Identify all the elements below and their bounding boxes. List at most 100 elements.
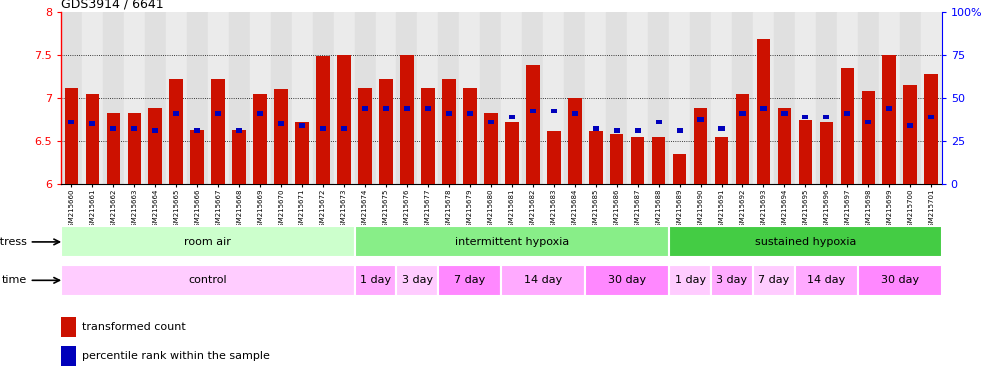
Bar (669, 12, 690, 184)
Bar (820, 122, 834, 184)
Bar (254, 94, 267, 184)
Bar (82, 12, 103, 184)
Bar (232, 130, 246, 184)
Bar (341, 126, 347, 131)
FancyBboxPatch shape (795, 265, 858, 296)
Bar (299, 123, 305, 128)
Bar (425, 106, 431, 111)
FancyBboxPatch shape (355, 227, 669, 257)
Bar (824, 114, 830, 119)
FancyBboxPatch shape (61, 227, 355, 257)
Bar (568, 98, 582, 184)
FancyBboxPatch shape (858, 265, 942, 296)
Bar (879, 12, 899, 184)
Bar (676, 128, 682, 133)
Bar (522, 12, 544, 184)
Bar (86, 94, 99, 184)
Text: percentile rank within the sample: percentile rank within the sample (82, 351, 269, 361)
Bar (128, 114, 142, 184)
Text: control: control (189, 275, 227, 285)
Bar (383, 106, 389, 111)
Bar (463, 88, 477, 184)
Bar (313, 12, 333, 184)
FancyBboxPatch shape (585, 265, 669, 296)
Bar (61, 317, 77, 337)
Bar (152, 128, 158, 133)
Bar (840, 68, 854, 184)
Bar (627, 12, 648, 184)
FancyBboxPatch shape (711, 265, 753, 296)
Bar (530, 109, 536, 113)
Bar (924, 74, 938, 184)
Bar (166, 12, 187, 184)
Bar (292, 12, 313, 184)
Bar (861, 91, 875, 184)
Bar (572, 111, 578, 116)
Text: 3 day: 3 day (717, 275, 747, 285)
Bar (907, 123, 913, 128)
Bar (564, 12, 585, 184)
Bar (694, 108, 708, 184)
Bar (333, 12, 355, 184)
Text: 30 day: 30 day (608, 275, 646, 285)
Bar (355, 12, 376, 184)
Bar (753, 12, 774, 184)
Bar (337, 55, 351, 184)
Bar (191, 130, 204, 184)
Bar (781, 111, 787, 116)
Text: 14 day: 14 day (524, 275, 562, 285)
FancyBboxPatch shape (61, 265, 355, 296)
Bar (169, 79, 183, 184)
Bar (609, 134, 623, 184)
Bar (258, 111, 263, 116)
Bar (438, 12, 459, 184)
Bar (715, 137, 728, 184)
Bar (173, 111, 179, 116)
Bar (404, 106, 410, 111)
Text: transformed count: transformed count (82, 322, 186, 332)
Bar (459, 12, 481, 184)
Bar (816, 12, 837, 184)
Bar (719, 126, 724, 131)
Bar (778, 108, 791, 184)
Bar (635, 128, 641, 133)
Bar (376, 12, 396, 184)
Bar (110, 126, 116, 131)
Bar (690, 12, 711, 184)
Bar (195, 128, 201, 133)
Bar (865, 120, 871, 124)
Bar (484, 114, 497, 184)
Bar (509, 114, 515, 119)
Bar (229, 12, 250, 184)
Text: time: time (2, 275, 28, 285)
Bar (124, 12, 145, 184)
Bar (921, 12, 942, 184)
Bar (547, 131, 560, 184)
Bar (215, 111, 221, 116)
FancyBboxPatch shape (438, 265, 501, 296)
Bar (61, 346, 77, 366)
Bar (442, 79, 456, 184)
Bar (295, 122, 309, 184)
Bar (65, 88, 79, 184)
Bar (481, 12, 501, 184)
Bar (274, 89, 288, 184)
Bar (656, 120, 662, 124)
Bar (69, 120, 75, 124)
FancyBboxPatch shape (501, 265, 585, 296)
Text: sustained hypoxia: sustained hypoxia (755, 237, 856, 247)
Bar (585, 12, 607, 184)
FancyBboxPatch shape (396, 265, 438, 296)
Text: 30 day: 30 day (881, 275, 919, 285)
Bar (550, 109, 556, 113)
Bar (795, 12, 816, 184)
Bar (672, 154, 686, 184)
Bar (211, 79, 225, 184)
Bar (467, 111, 473, 116)
Bar (400, 55, 414, 184)
Bar (652, 137, 665, 184)
Bar (883, 55, 896, 184)
Text: GDS3914 / 6641: GDS3914 / 6641 (61, 0, 163, 10)
Bar (501, 12, 522, 184)
Bar (802, 114, 808, 119)
